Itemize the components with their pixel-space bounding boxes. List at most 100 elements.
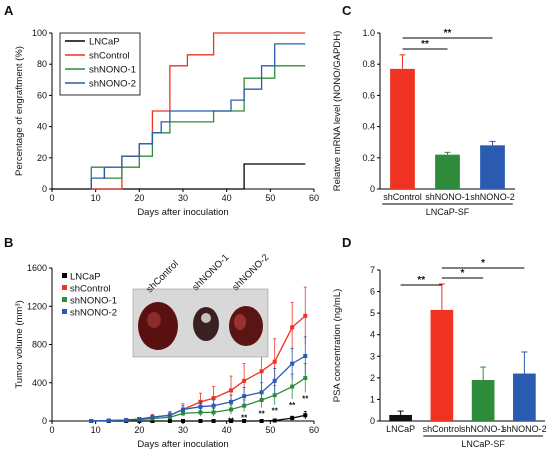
legend-label-shNONO-1: shNONO-1 [89, 65, 136, 76]
data-point-shNONO-1 [242, 403, 247, 408]
y-tick-label: 0.4 [362, 122, 375, 132]
legend-label-LNCaP: LNCaP [70, 272, 101, 283]
significance-marker: ** [258, 410, 265, 419]
y-tick-label: 5 [370, 308, 375, 318]
tumor-highlight [201, 313, 211, 323]
panel-a-engraftment-chart: 0 10 20 30 40 50 60 0 20 40 60 80 100 Days after inoc… [14, 28, 319, 218]
data-point-LNCaP [211, 419, 216, 423]
x-tick-label: 40 [222, 193, 232, 203]
data-point-shNONO-1 [272, 393, 277, 398]
legend-marker-shNONO-1 [62, 297, 67, 302]
panel-c-mrna-bar-chart: 0 0.2 0.4 0.6 0.8 1.0 Relative mRNA level (NON… [332, 28, 515, 217]
inset-label: shNONO-1 [190, 252, 231, 293]
y-tick-label: 1200 [27, 301, 47, 311]
data-point-shNONO-2 [272, 378, 277, 383]
series-line-LNCaP [52, 163, 306, 190]
data-point-LNCaP [198, 419, 203, 423]
x-tick-label-shNONO-2: shNONO-2 [502, 424, 547, 434]
x-tick-label: 10 [91, 425, 101, 435]
data-point-LNCaP [272, 418, 277, 423]
data-point-LNCaP [303, 413, 308, 418]
y-tick-label: 7 [370, 265, 375, 275]
x-tick-label: 20 [134, 425, 144, 435]
data-point-shControl [229, 388, 234, 393]
y-axis-title: Relative mRNA level (NONO/GAPDH) [332, 31, 343, 191]
y-tick-label: 0.6 [362, 90, 375, 100]
x-axis-title: Days after inoculation [137, 439, 228, 450]
data-point-shNONO-2 [181, 407, 185, 412]
significance-marker: ** [272, 407, 279, 416]
significance-label: ** [421, 39, 429, 50]
legend-marker-shNONO-2 [62, 309, 67, 314]
panel-letter-b: B [4, 235, 13, 250]
data-point-shNONO-2 [211, 403, 216, 408]
y-axis-title: PSA concentration (ng/mL) [332, 289, 343, 403]
data-point-shControl [303, 313, 308, 318]
data-point-shControl [242, 378, 247, 383]
inset-label: shNONO-2 [230, 252, 271, 293]
x-tick-label-LNCaP: LNCaP [386, 424, 415, 434]
legend-label-shControl: shControl [89, 51, 130, 62]
y-tick-label: 40 [37, 122, 47, 132]
bar-shNONO-2 [513, 373, 536, 421]
data-point-shNONO-2 [124, 418, 129, 423]
data-point-shNONO-2 [198, 404, 203, 409]
data-point-shNONO-2 [89, 419, 94, 423]
y-tick-label: 0 [370, 184, 375, 194]
series-line-shNONO-2 [90, 43, 306, 189]
y-axis-title: Percentage of engraftment (%) [14, 46, 25, 176]
y-tick-label: 0 [42, 184, 47, 194]
data-point-shNONO-2 [150, 415, 155, 420]
panel-d-psa-bar-chart: 0 1 2 3 4 5 6 7 PSA concentration (ng/mL) LNCaP sh… [332, 258, 547, 449]
data-point-shNONO-1 [211, 410, 216, 415]
legend-marker-shControl [62, 285, 67, 290]
data-point-LNCaP [167, 419, 172, 423]
legend-label-shNONO-2: shNONO-2 [70, 308, 117, 319]
y-tick-label: 100 [32, 28, 47, 38]
y-tick-label: 20 [37, 153, 47, 163]
legend-label-shNONO-2: shNONO-2 [89, 79, 136, 90]
significance-label: * [461, 268, 465, 279]
bar-shNONO-2 [480, 145, 505, 189]
x-tick-label-shControl: shControl [423, 424, 462, 434]
data-point-LNCaP [181, 419, 185, 423]
y-tick-label: 0 [370, 416, 375, 426]
panel-letter-c: C [342, 3, 352, 18]
data-point-LNCaP [242, 419, 247, 423]
legend-box [59, 32, 141, 96]
y-tick-label: 1 [370, 394, 375, 404]
y-tick-label: 800 [32, 340, 47, 350]
legend-label-LNCaP: LNCaP [89, 37, 120, 48]
y-tick-label: 4 [370, 330, 375, 340]
x-tick-label: 50 [265, 193, 275, 203]
data-point-LNCaP [150, 419, 155, 423]
x-tick-label-shNONO-1: shNONO-1 [461, 424, 506, 434]
data-point-LNCaP [259, 419, 264, 423]
significance-label: ** [417, 275, 425, 286]
panel-letter-d: D [342, 235, 351, 250]
y-tick-label: 1.0 [362, 28, 375, 38]
data-point-shNONO-2 [106, 418, 111, 423]
data-point-shNONO-1 [290, 384, 295, 389]
data-point-shNONO-2 [259, 390, 264, 395]
bar-LNCaP [389, 414, 412, 421]
x-tick-label: 0 [49, 193, 54, 203]
data-point-shControl [272, 359, 277, 364]
y-axis-title: Tumor volume (mm³) [14, 300, 25, 388]
panel-letter-a: A [4, 3, 14, 18]
tumor-highlight [147, 312, 161, 328]
x-tick-label: 60 [309, 425, 319, 435]
x-tick-label: 60 [309, 193, 319, 203]
x-tick-label: 50 [265, 425, 275, 435]
y-tick-label: 0.2 [362, 153, 375, 163]
y-tick-label: 80 [37, 59, 47, 69]
bar-shControl [390, 68, 415, 189]
data-point-shNONO-2 [290, 361, 295, 366]
y-tick-label: 3 [370, 351, 375, 361]
data-point-shNONO-2 [242, 394, 247, 399]
x-tick-label-shNONO-1: shNONO-1 [425, 192, 470, 202]
y-tick-label: 60 [37, 90, 47, 100]
significance-marker: ** [228, 416, 235, 425]
significance-label: * [481, 258, 485, 269]
data-point-shNONO-1 [229, 407, 234, 412]
